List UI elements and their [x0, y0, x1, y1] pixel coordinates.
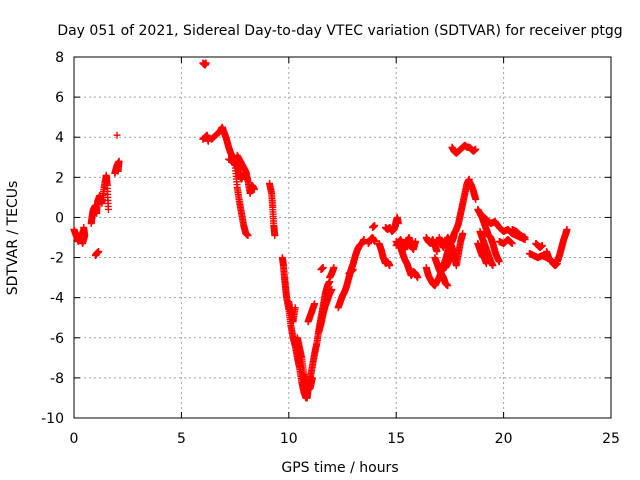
data-point	[328, 286, 336, 294]
grid-lines	[74, 57, 611, 418]
data-marks	[70, 59, 571, 402]
y-tick-label: 8	[55, 50, 64, 66]
y-tick-label: -6	[50, 331, 64, 347]
y-tick-label: -10	[41, 411, 64, 427]
data-point	[495, 258, 503, 266]
data-point	[472, 145, 480, 153]
x-tick-label: 0	[70, 431, 79, 447]
data-point	[547, 258, 555, 266]
data-point	[114, 167, 122, 175]
data-point	[508, 240, 516, 247]
plot-frame	[73, 56, 612, 419]
x-tick-label: 15	[387, 431, 405, 447]
data-point	[472, 195, 480, 203]
data-point	[371, 238, 379, 245]
data-point	[414, 274, 422, 282]
y-tick-label: 4	[55, 130, 64, 146]
data-point	[291, 304, 299, 312]
data-point	[394, 220, 402, 227]
axis-ticks: 0 5 10 15 20 25 -10 -8 -6 -4 -2 0 2 4 6 8	[41, 50, 620, 447]
data-point	[308, 374, 316, 382]
data-point	[444, 282, 452, 290]
y-tick-label: -8	[50, 371, 64, 387]
y-tick-label: 6	[55, 90, 64, 106]
data-point	[521, 234, 529, 241]
x-tick-label: 5	[177, 431, 186, 447]
data-point	[271, 232, 279, 239]
y-tick-label: -4	[50, 291, 64, 307]
data-point	[104, 205, 112, 213]
data-point	[563, 226, 571, 233]
data-point	[311, 300, 319, 308]
data-point	[433, 248, 441, 255]
x-axis-label: GPS time / hours	[281, 460, 398, 476]
x-tick-label: 25	[602, 431, 620, 447]
data-point	[80, 224, 88, 231]
data-point	[202, 59, 210, 67]
y-axis-label: SDTVAR / TECUs	[5, 181, 21, 296]
y-tick-label: 0	[55, 210, 64, 226]
data-point	[412, 238, 419, 245]
data-point	[482, 260, 490, 268]
x-tick-label: 20	[495, 431, 513, 447]
data-point	[330, 264, 338, 272]
data-point	[371, 222, 379, 229]
chart-title: Day 051 of 2021, Sidereal Day-to-day VTE…	[57, 23, 622, 39]
data-point	[489, 262, 497, 270]
x-tick-label: 10	[280, 431, 298, 447]
data-point	[538, 242, 546, 249]
data-point	[95, 248, 103, 255]
data-point	[450, 232, 458, 239]
y-tick-label: 2	[55, 170, 64, 186]
y-tick-label: -2	[50, 251, 64, 267]
data-point	[349, 266, 357, 274]
data-point	[459, 230, 467, 237]
data-point	[250, 185, 258, 193]
data-point	[450, 246, 458, 253]
data-point	[244, 232, 252, 239]
data-point	[360, 236, 368, 243]
data-point	[113, 131, 121, 139]
data-point	[386, 262, 394, 270]
data-point	[319, 264, 327, 272]
